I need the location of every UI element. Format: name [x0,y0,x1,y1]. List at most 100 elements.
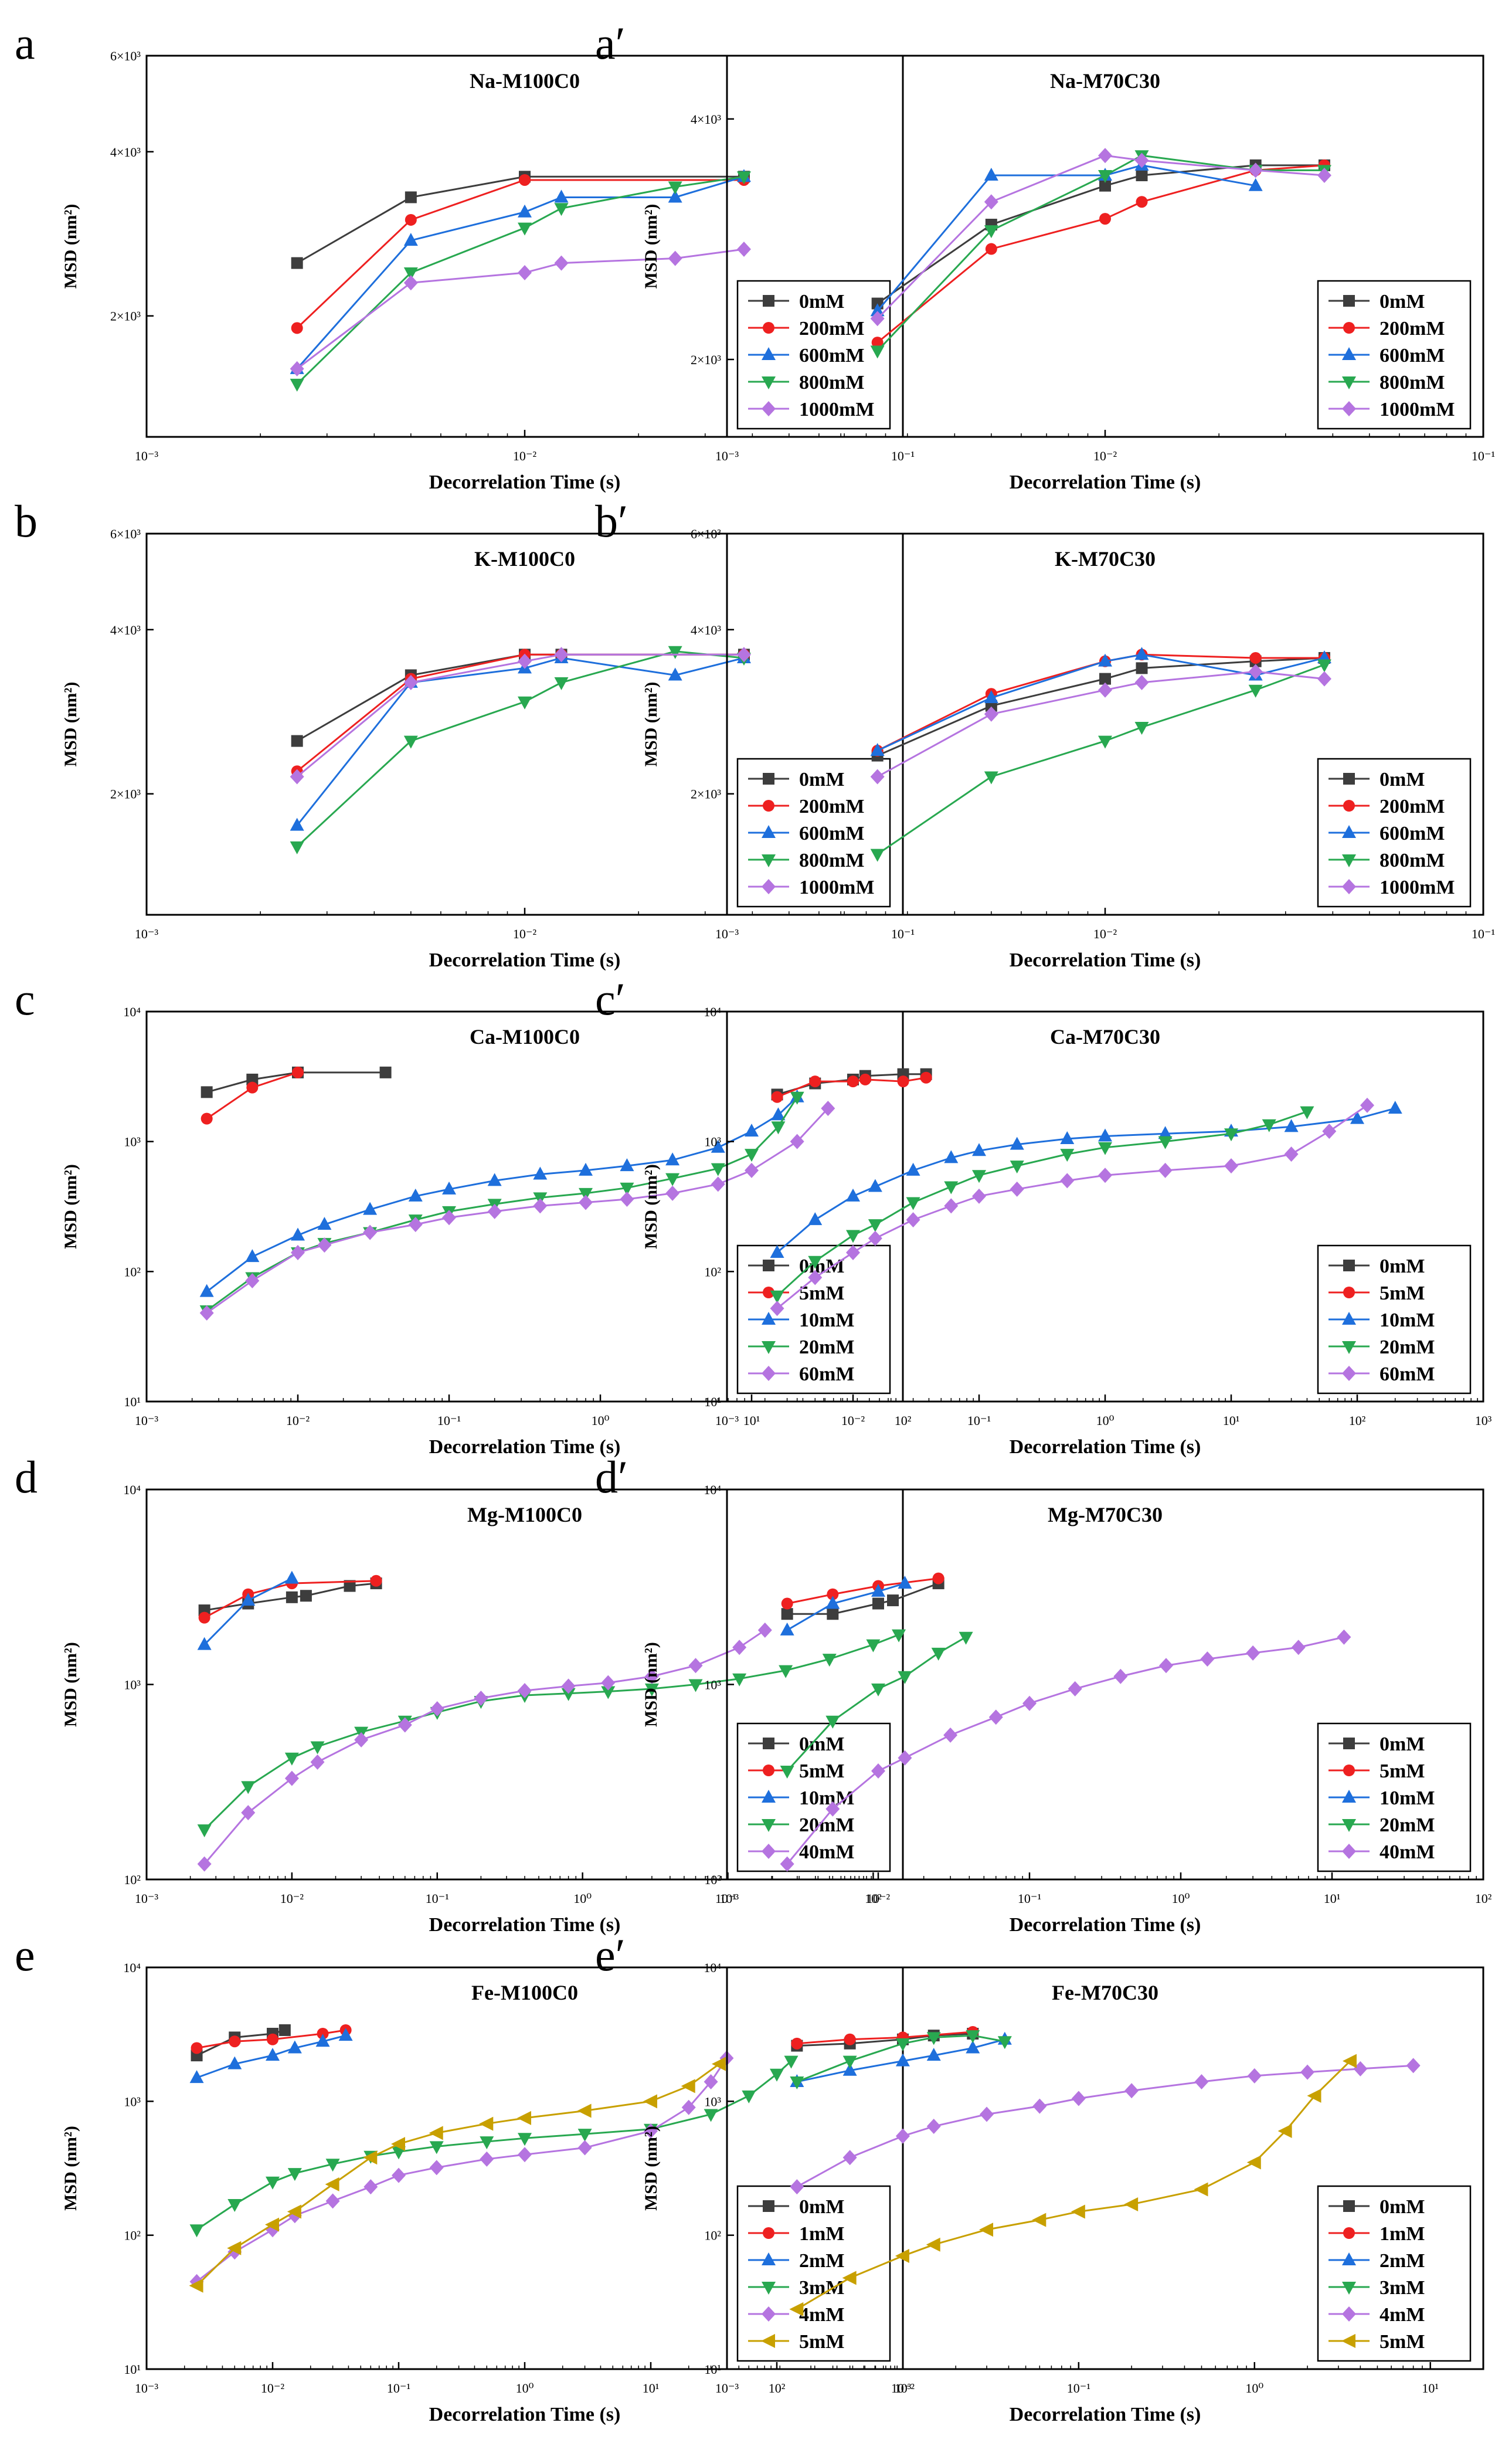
y-tick-label: 10² [704,1872,721,1887]
legend-label: 5mM [1380,1760,1425,1782]
series-line [876,154,1325,320]
data-point [408,1217,423,1233]
legend-marker [762,1819,776,1832]
series-600mM [870,157,1263,317]
legend-marker [1342,1341,1356,1354]
data-point [197,1637,212,1650]
legend-marker [762,1366,776,1381]
data-point [966,2040,980,2054]
y-tick-label: 10⁴ [123,1005,141,1019]
x-axis-label: Decorrelation Time (s) [429,1436,621,1458]
data-point [665,1152,680,1166]
data-point [868,1219,882,1233]
y-tick-label: 4×10³ [110,145,141,160]
chart-title: Ca-M100C0 [470,1025,580,1049]
legend-label: 0mM [1380,291,1425,313]
legend-label: 0mM [1380,1733,1425,1755]
legend-marker [1343,1765,1355,1776]
y-tick-label: 10³ [704,1135,721,1149]
series-line [876,164,1324,304]
data-point [517,2110,531,2125]
series-line [776,1107,1396,1254]
data-point [1353,2061,1368,2076]
data-point [944,1181,959,1195]
legend: 0mM 200mM 600mM 800mM 1000mM [1317,280,1472,430]
y-tick-label: 10² [704,1264,721,1279]
data-point [780,1622,794,1636]
x-axis-label: Decorrelation Time (s) [1010,1436,1201,1458]
legend-label: 600mM [799,345,864,367]
series-5mM [771,1071,932,1103]
legend-label: 40mM [1380,1841,1435,1863]
data-point [1388,1101,1402,1114]
x-tick-label: 10² [865,1891,882,1906]
data-point [944,1198,959,1214]
y-axis-label: MSD (nm²) [61,1642,80,1727]
data-point [926,2032,941,2045]
legend-marker [762,1790,776,1803]
series-line [876,664,1325,855]
data-point [1284,1119,1299,1132]
data-point [931,1647,946,1661]
data-point [966,2030,980,2044]
data-point [895,2128,910,2144]
data-point [292,1066,304,1078]
legend: 0mM 5mM 10mM 20mM 40mM [1317,1722,1472,1872]
legend-marker [1342,376,1356,389]
data-point [392,2146,406,2160]
data-point [267,2033,278,2045]
data-point [370,1575,382,1587]
data-point [310,1754,325,1770]
data-point [1224,1158,1238,1174]
legend-label: 5mM [1380,2331,1425,2353]
data-point [872,1597,884,1610]
y-tick-label: 10⁴ [123,1482,141,1497]
data-point [487,1203,502,1219]
data-point [480,2151,494,2167]
legend-box [736,2185,891,2362]
data-point [871,1583,885,1597]
legend-label: 0mM [799,769,844,790]
data-point [1098,682,1112,698]
data-point [1098,735,1112,749]
data-point [1098,1142,1112,1155]
y-tick-label: 4×10³ [691,112,721,127]
data-point [920,1071,932,1084]
y-tick-label: 10³ [704,1678,721,1692]
y-tick-label: 10³ [124,1135,141,1149]
data-point [189,2070,204,2084]
data-point [518,653,532,669]
data-point [429,2160,444,2176]
series-20mM [770,1106,1314,1304]
legend-label: 10mM [1380,1787,1435,1809]
data-point [241,1781,256,1794]
x-tick-label: 10² [769,2381,786,2395]
data-point [736,647,751,663]
data-point [363,1202,378,1215]
legend-label: 1000mM [1380,877,1455,898]
series-800mM [870,659,1331,862]
data-point [201,1086,213,1098]
data-point [808,1270,823,1285]
series-line [206,1108,829,1314]
y-tick-label: 10¹ [704,1394,721,1409]
data-point [779,1665,793,1678]
legend-label: 4mM [1380,2304,1425,2326]
data-point [984,168,998,181]
data-point [246,1073,259,1085]
x-tick-label: 10⁻³ [135,1891,159,1906]
chart-title: Fe-M70C30 [1052,1981,1158,2004]
data-point [227,2199,242,2213]
data-point [363,1224,378,1240]
legend-marker [1343,295,1355,307]
x-tick-label: 10⁻² [891,2381,915,2395]
legend-marker [1343,773,1355,785]
legend-label: 200mM [1380,796,1445,817]
series-0mM [781,1577,944,1620]
x-tick-label: 10⁻² [1093,449,1117,463]
legend-marker [761,2334,775,2348]
series-1mM [791,2025,979,2050]
data-point [932,1572,944,1584]
data-point [846,1188,860,1202]
y-tick-label: 2×10³ [691,352,721,367]
